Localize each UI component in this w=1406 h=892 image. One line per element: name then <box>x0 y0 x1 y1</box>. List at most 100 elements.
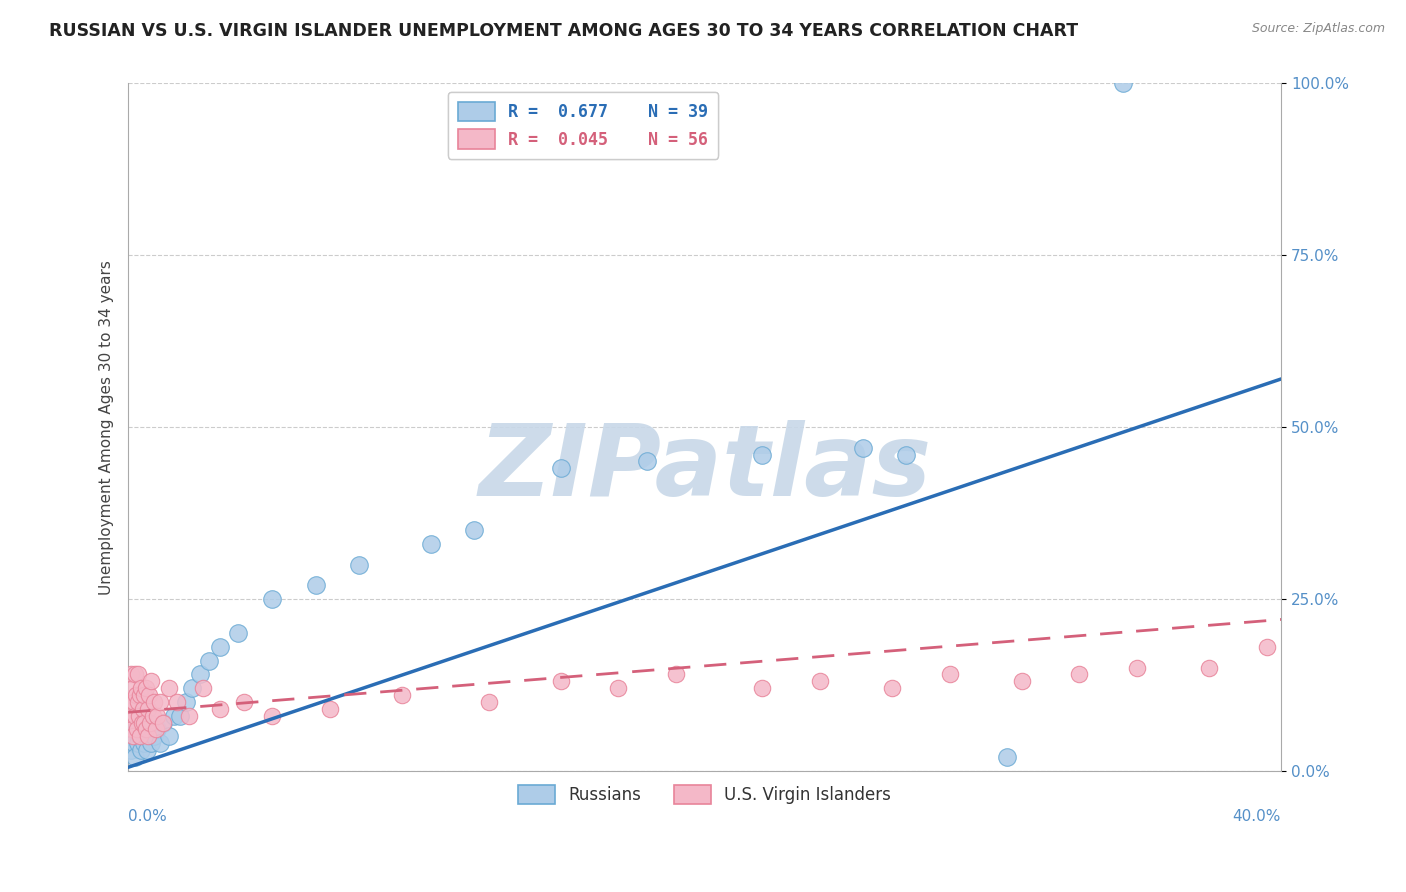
Point <box>391 688 413 702</box>
Point <box>180 681 202 696</box>
Point <box>166 695 188 709</box>
Point <box>477 695 499 709</box>
Point <box>607 681 630 696</box>
Point <box>232 695 254 709</box>
Point <box>880 681 903 696</box>
Point <box>124 750 146 764</box>
Point <box>121 681 143 696</box>
Point <box>132 736 155 750</box>
Point <box>138 688 160 702</box>
Point <box>209 640 232 654</box>
Point <box>665 667 688 681</box>
Point <box>131 715 153 730</box>
Point <box>122 695 145 709</box>
Point <box>419 537 441 551</box>
Point <box>120 743 142 757</box>
Legend: Russians, U.S. Virgin Islanders: Russians, U.S. Virgin Islanders <box>512 778 898 811</box>
Point <box>122 729 145 743</box>
Point <box>120 667 142 681</box>
Point <box>751 681 773 696</box>
Point <box>128 729 150 743</box>
Point <box>1126 660 1149 674</box>
Point <box>751 448 773 462</box>
Point <box>193 681 215 696</box>
Point <box>1069 667 1091 681</box>
Point <box>157 681 180 696</box>
Point <box>198 654 221 668</box>
Point <box>808 674 831 689</box>
Point <box>141 674 163 689</box>
Point <box>141 736 163 750</box>
Point <box>139 715 162 730</box>
Text: ZIPatlas: ZIPatlas <box>478 420 931 516</box>
Point <box>128 708 150 723</box>
Point <box>550 674 572 689</box>
Point <box>149 695 172 709</box>
Point <box>129 681 152 696</box>
Point <box>163 708 186 723</box>
Text: Source: ZipAtlas.com: Source: ZipAtlas.com <box>1251 22 1385 36</box>
Point <box>169 708 191 723</box>
Point <box>134 715 156 730</box>
Point <box>125 723 148 737</box>
Point <box>1011 674 1033 689</box>
Point <box>125 723 148 737</box>
Point <box>347 558 370 572</box>
Point <box>129 688 152 702</box>
Point <box>143 729 166 743</box>
Point <box>118 695 141 709</box>
Point <box>152 715 174 730</box>
Point <box>120 708 142 723</box>
Point <box>146 723 169 737</box>
Point <box>550 461 572 475</box>
Point <box>188 667 211 681</box>
Point <box>145 723 167 737</box>
Point <box>136 743 159 757</box>
Point <box>938 667 960 681</box>
Point <box>125 688 148 702</box>
Point <box>132 688 155 702</box>
Point <box>149 736 172 750</box>
Point <box>636 454 658 468</box>
Point <box>121 729 143 743</box>
Point <box>262 708 284 723</box>
Point <box>262 591 284 606</box>
Point <box>209 702 232 716</box>
Point <box>319 702 342 716</box>
Point <box>304 578 326 592</box>
Point <box>177 708 200 723</box>
Point <box>157 729 180 743</box>
Text: RUSSIAN VS U.S. VIRGIN ISLANDER UNEMPLOYMENT AMONG AGES 30 TO 34 YEARS CORRELATI: RUSSIAN VS U.S. VIRGIN ISLANDER UNEMPLOY… <box>49 22 1078 40</box>
Point <box>152 715 174 730</box>
Text: 0.0%: 0.0% <box>128 808 167 823</box>
Point <box>127 667 149 681</box>
Point <box>124 708 146 723</box>
Point <box>1256 640 1278 654</box>
Point <box>127 736 149 750</box>
Y-axis label: Unemployment Among Ages 30 to 34 years: Unemployment Among Ages 30 to 34 years <box>100 260 114 594</box>
Point <box>135 681 157 696</box>
Point <box>136 702 159 716</box>
Point <box>995 750 1018 764</box>
Point <box>128 729 150 743</box>
Point <box>138 723 160 737</box>
Point <box>896 448 918 462</box>
Point <box>122 736 145 750</box>
Point <box>121 723 143 737</box>
Point <box>174 695 197 709</box>
Point <box>852 441 875 455</box>
Point <box>129 743 152 757</box>
Point <box>463 523 485 537</box>
Text: 40.0%: 40.0% <box>1233 808 1281 823</box>
Point <box>135 723 157 737</box>
Point <box>131 702 153 716</box>
Point <box>127 695 149 709</box>
Point <box>143 695 166 709</box>
Point <box>146 708 169 723</box>
Point <box>131 715 153 730</box>
Point <box>1111 77 1133 91</box>
Point <box>142 708 165 723</box>
Point <box>1198 660 1220 674</box>
Point <box>226 626 249 640</box>
Point <box>138 729 160 743</box>
